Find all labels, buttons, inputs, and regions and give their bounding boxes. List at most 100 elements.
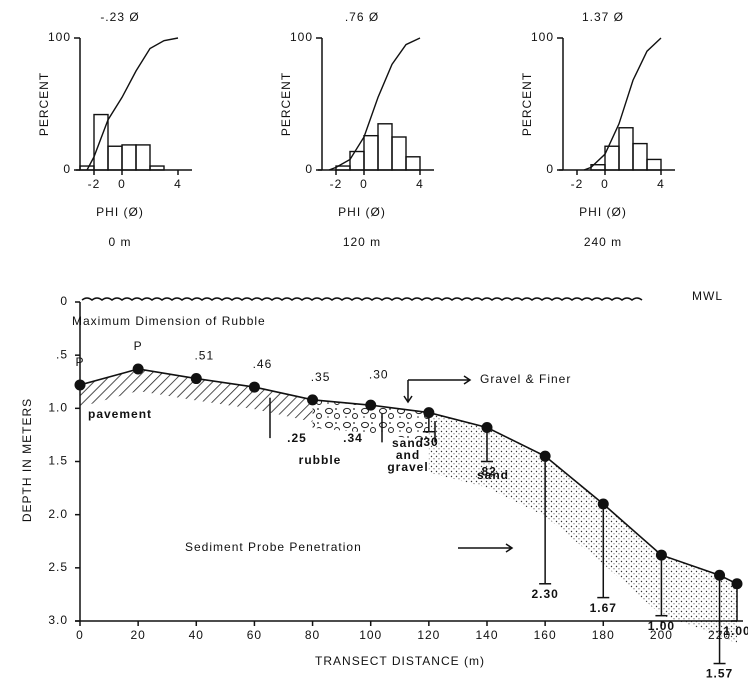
- rubble-size-label: .46: [253, 357, 273, 371]
- probe-label: .82: [477, 465, 497, 479]
- y-tick-label: 0: [60, 294, 68, 308]
- x-tick-label: 60: [247, 628, 262, 642]
- pavement-layer: [80, 368, 313, 422]
- water-surface: [81, 297, 643, 301]
- chart-title: -.23 Ø: [100, 10, 139, 24]
- caption: 0 m: [108, 235, 131, 249]
- rubble-size-label: P: [75, 355, 84, 369]
- profile-point: [248, 381, 260, 393]
- histogram-bar: [391, 136, 407, 171]
- y-tick-label: 1.0: [48, 401, 68, 415]
- histogram-bar: [135, 144, 151, 171]
- histogram-bar: [632, 142, 648, 171]
- profile-point: [714, 569, 726, 581]
- rubble-size-label: .34: [343, 431, 363, 445]
- x-tick-label: 160: [534, 628, 557, 642]
- x-tick-label: 140: [475, 628, 498, 642]
- histogram-bar: [121, 144, 137, 171]
- profile-point: [132, 363, 144, 375]
- x-tick-label: -2: [88, 177, 101, 191]
- y-tick-label: 2.5: [48, 560, 68, 574]
- x-tick-label: 40: [189, 628, 204, 642]
- histogram-bar: [93, 113, 109, 171]
- rubble-size-label: .35: [311, 370, 331, 384]
- histogram-bar: [405, 156, 421, 171]
- x-axis-label: PHI (Ø): [579, 205, 627, 219]
- y-tick-label: 100: [290, 30, 313, 44]
- profile-point: [481, 421, 493, 433]
- y-tick-label: 100: [531, 30, 554, 44]
- cumulative-curve: [583, 37, 662, 171]
- profile-point: [539, 450, 551, 462]
- rubble-size-label: .51: [194, 349, 214, 363]
- annotation: sand: [477, 468, 509, 482]
- chart-title: .76 Ø: [345, 10, 379, 24]
- y-tick-label: 0: [63, 162, 71, 176]
- histogram-bar: [107, 145, 123, 171]
- rubble-size-label: .30: [369, 367, 389, 381]
- y-axis-label: PERCENT: [37, 72, 51, 136]
- profile-point: [423, 407, 435, 419]
- histogram-bar: [349, 150, 365, 171]
- cumulative-curve: [328, 37, 421, 171]
- x-tick-label: -2: [330, 177, 343, 191]
- x-tick-label: 80: [305, 628, 320, 642]
- x-tick-label: 0: [76, 628, 84, 642]
- probe-label: 1.00: [648, 619, 675, 633]
- y-axis-label: PERCENT: [520, 72, 534, 136]
- y-tick-label: 0: [305, 162, 313, 176]
- annotation: pavement: [88, 407, 152, 421]
- histogram-bar: [149, 165, 165, 171]
- x-axis-label: PHI (Ø): [338, 205, 386, 219]
- annotation: sand: [392, 436, 424, 450]
- annotation: MWL: [692, 289, 723, 303]
- y-tick-label: .5: [56, 347, 68, 361]
- histogram-bar: [618, 127, 634, 171]
- x-tick-label: 0: [360, 177, 368, 191]
- profile-point: [655, 549, 667, 561]
- probe-label: 2.30: [531, 587, 558, 601]
- rubble-size-label: .25: [287, 431, 307, 445]
- probe-label: 1.67: [590, 601, 617, 615]
- x-tick-label: 100: [359, 628, 382, 642]
- x-tick-label: 200: [650, 628, 673, 642]
- profile-point: [190, 373, 202, 385]
- annotation: and: [396, 448, 420, 462]
- annotation: gravel: [387, 460, 428, 474]
- annotation: Gravel & Finer: [480, 372, 571, 386]
- y-tick-label: 1.5: [48, 454, 68, 468]
- annotation: Maximum Dimension of Rubble: [72, 314, 266, 328]
- y-tick-label: 2.0: [48, 507, 68, 521]
- profile-point: [365, 399, 377, 411]
- x-tick-label: 0: [118, 177, 126, 191]
- caption: 120 m: [343, 235, 381, 249]
- caption: 240 m: [584, 235, 622, 249]
- probe-label: .30: [419, 435, 439, 449]
- histogram-bar: [646, 158, 662, 171]
- y-tick-label: 3.0: [48, 613, 68, 627]
- chart-title: 1.37 Ø: [582, 10, 624, 24]
- x-tick-label: 120: [417, 628, 440, 642]
- probe-label: 1.57: [706, 667, 733, 681]
- x-tick-label: 0: [601, 177, 609, 191]
- annotation: rubble: [299, 453, 342, 467]
- x-tick-label: 180: [592, 628, 615, 642]
- probe-label: 1.00: [723, 624, 748, 638]
- y-axis-label: DEPTH IN METERS: [20, 398, 34, 522]
- rubble-size-label: P: [134, 339, 143, 353]
- x-axis-label: PHI (Ø): [96, 205, 144, 219]
- cumulative-curve: [86, 37, 179, 171]
- profile-point: [307, 394, 319, 406]
- y-axis-label: PERCENT: [279, 72, 293, 136]
- annotation: Sediment Probe Penetration: [185, 540, 362, 554]
- arrow-gravel: [403, 375, 472, 404]
- x-tick-label: -2: [571, 177, 584, 191]
- x-tick-label: 4: [657, 177, 665, 191]
- x-tick-label: 4: [174, 177, 182, 191]
- x-axis-label: TRANSECT DISTANCE (m): [315, 654, 485, 668]
- y-tick-label: 0: [546, 162, 554, 176]
- profile-point: [731, 578, 743, 590]
- x-tick-label: 20: [130, 628, 145, 642]
- rubble-layer: [312, 399, 429, 441]
